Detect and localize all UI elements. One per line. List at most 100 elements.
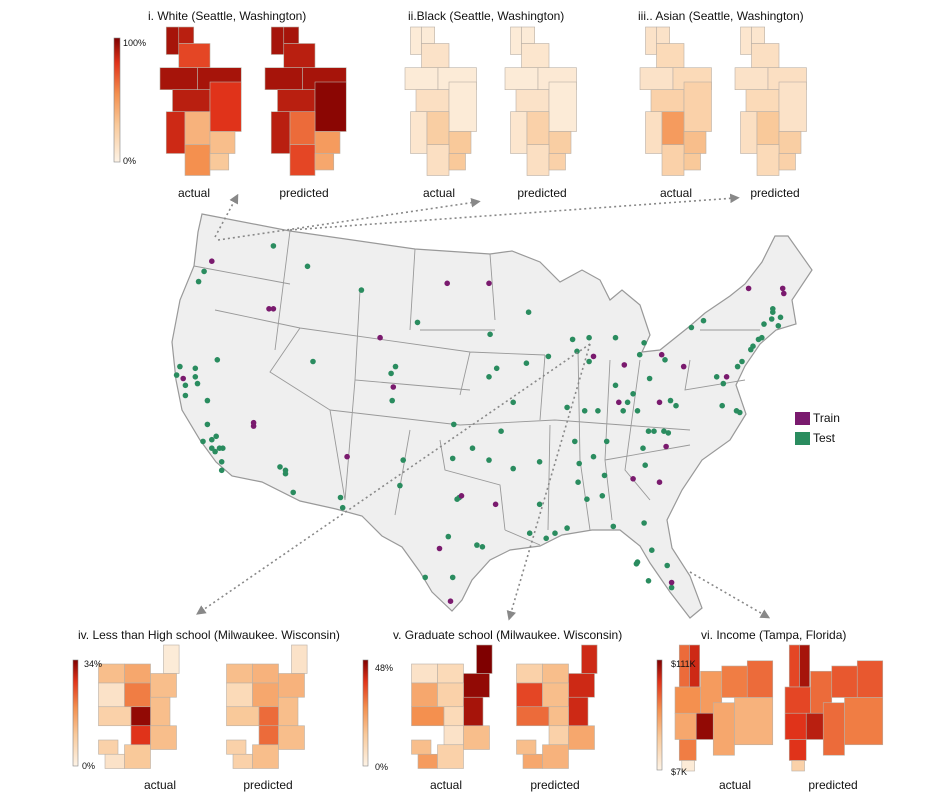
region xyxy=(799,644,810,688)
test-city-point xyxy=(310,358,316,365)
test-city-point xyxy=(713,374,720,380)
test-city-point xyxy=(493,365,500,372)
test-city-point xyxy=(646,375,653,382)
region xyxy=(270,26,285,55)
region xyxy=(751,26,765,44)
test-city-point xyxy=(576,460,582,467)
actual-label: actual xyxy=(422,186,456,200)
panel-6-actual-map xyxy=(674,644,774,772)
region xyxy=(581,644,598,674)
region xyxy=(516,682,543,708)
test-city-point xyxy=(358,287,365,293)
panel-5-actual-map xyxy=(411,644,493,769)
train-city-point xyxy=(390,384,397,390)
legend-train-label: Train xyxy=(813,411,840,425)
region xyxy=(184,144,211,176)
train-city-point xyxy=(658,351,665,358)
region xyxy=(516,739,537,755)
test-city-point xyxy=(642,462,648,469)
test-city-point xyxy=(469,445,476,452)
colorbar-max: 100% xyxy=(123,38,147,48)
region xyxy=(661,144,685,176)
train-city-point xyxy=(444,280,451,287)
region xyxy=(226,663,253,684)
actual-label: actual xyxy=(177,186,211,200)
test-city-point xyxy=(545,353,552,360)
panel-title: iii.. Asian (Seattle, Washington) xyxy=(638,9,804,23)
test-city-point xyxy=(610,523,617,530)
region xyxy=(104,753,125,769)
train-city-point xyxy=(180,375,186,382)
panel-5-predicted-map xyxy=(516,644,598,769)
region xyxy=(639,67,674,90)
test-city-point xyxy=(510,399,516,406)
region xyxy=(516,706,550,727)
panel-4-actual-map xyxy=(98,644,180,769)
region xyxy=(526,111,550,145)
test-city-point xyxy=(397,482,403,489)
region xyxy=(278,673,305,698)
arrow-to-panel-i xyxy=(214,193,239,238)
test-city-point xyxy=(201,268,207,275)
test-city-point xyxy=(720,380,727,387)
test-city-point xyxy=(661,428,667,435)
test-city-point xyxy=(755,336,762,343)
city-points xyxy=(173,243,787,604)
panel-title: vi. Income (Tampa, Florida) xyxy=(701,628,847,642)
test-city-point xyxy=(474,542,480,548)
test-city-point xyxy=(688,324,695,331)
region xyxy=(678,739,697,761)
test-city-point xyxy=(277,464,283,470)
arrow-to-panel-iii xyxy=(289,193,740,231)
region xyxy=(778,81,807,132)
test-city-point xyxy=(777,314,784,321)
train-city-point xyxy=(656,479,663,486)
train-city-point xyxy=(779,285,786,292)
region xyxy=(124,663,151,684)
test-city-point xyxy=(620,408,626,414)
region xyxy=(568,696,589,727)
region xyxy=(410,111,428,154)
region xyxy=(734,67,769,90)
test-city-point xyxy=(673,402,679,409)
test-city-point xyxy=(719,402,725,409)
test-city-point xyxy=(739,358,745,365)
train-city-point xyxy=(630,476,636,482)
test-city-point xyxy=(449,455,456,462)
test-city-point xyxy=(662,357,668,363)
test-city-point xyxy=(526,530,533,536)
region xyxy=(264,67,303,90)
region xyxy=(756,111,780,145)
test-city-point xyxy=(282,470,289,477)
region xyxy=(415,89,450,112)
region xyxy=(844,697,884,746)
test-city-point xyxy=(204,421,211,428)
train-city-point xyxy=(436,545,443,552)
panel-title: iv. Less than High school (Milwaukee. Wi… xyxy=(78,628,340,642)
test-city-point xyxy=(564,404,570,411)
region xyxy=(278,725,305,750)
colorbar-max: 34% xyxy=(84,659,103,669)
region xyxy=(522,753,543,769)
panel-title: ii.Black (Seattle, Washington) xyxy=(408,9,565,23)
region xyxy=(437,744,464,769)
state-borders xyxy=(193,230,760,546)
region xyxy=(184,111,211,145)
test-city-point xyxy=(700,317,707,324)
region xyxy=(159,67,198,90)
colorbar-panel-iv xyxy=(72,659,79,767)
callout-arrows xyxy=(196,193,771,621)
region xyxy=(278,696,299,727)
colorbar-min: 0% xyxy=(82,761,96,771)
panel-1-predicted-map xyxy=(264,26,347,176)
us-outline xyxy=(171,213,813,619)
region xyxy=(124,744,151,769)
panel-2-actual-map xyxy=(404,26,477,176)
map-legend: Train Test xyxy=(795,408,840,448)
test-city-point xyxy=(552,530,558,536)
actual-label: actual xyxy=(143,778,177,792)
region xyxy=(740,26,752,55)
region xyxy=(784,686,811,714)
test-city-point xyxy=(290,489,297,496)
region xyxy=(674,686,701,714)
